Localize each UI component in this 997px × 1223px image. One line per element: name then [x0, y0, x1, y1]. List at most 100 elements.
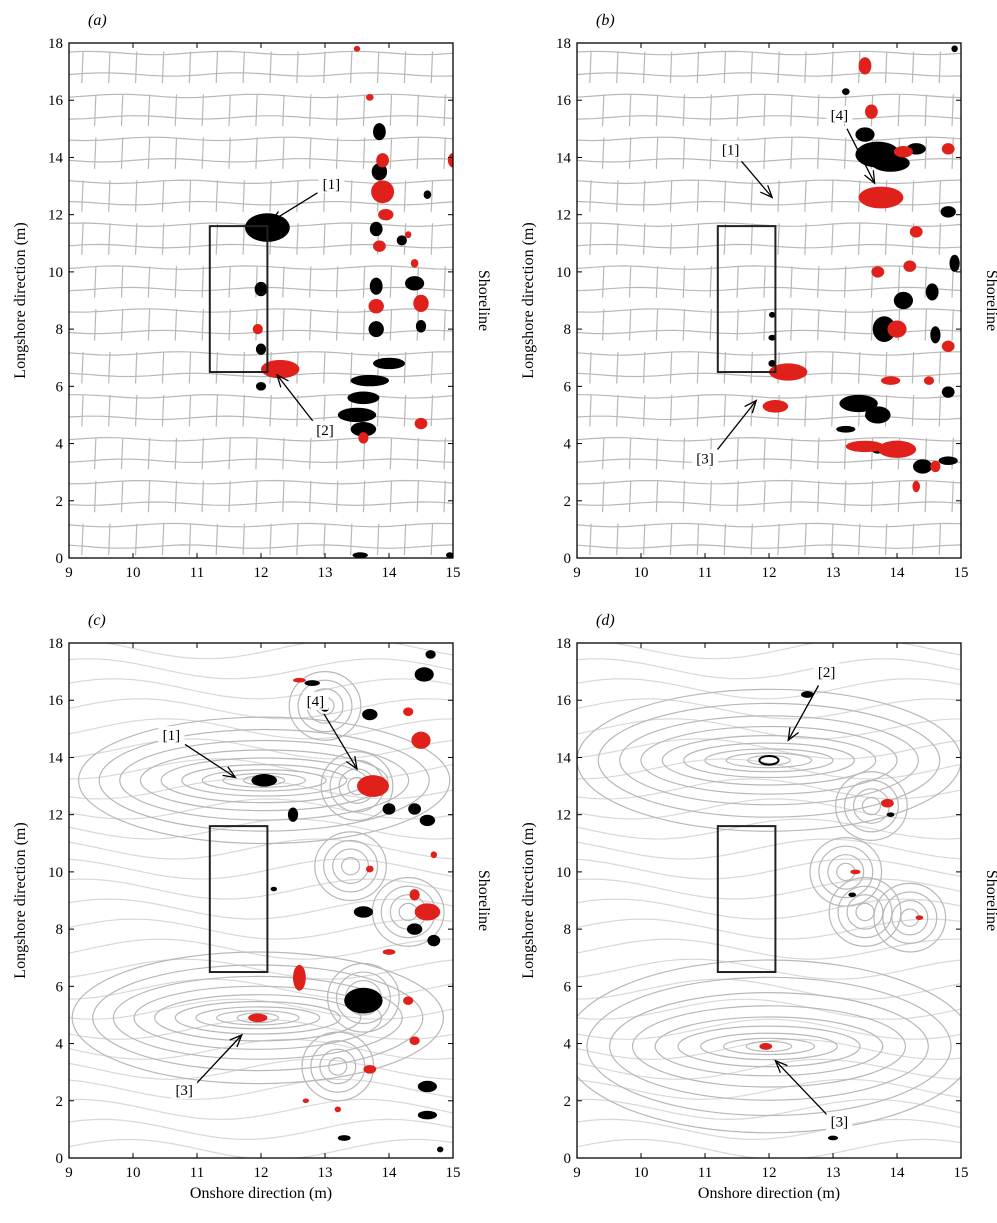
annotation-arrowhead — [744, 399, 758, 414]
streamline-flow — [577, 958, 961, 980]
streamline-ring — [323, 839, 379, 893]
streamline-v — [389, 437, 393, 470]
streamline-v — [296, 394, 299, 427]
streamline-v — [120, 480, 124, 513]
streamline-v — [108, 223, 111, 255]
y-tick-label: 10 — [556, 265, 571, 281]
streamline-v — [81, 51, 84, 84]
y-tick-label: 10 — [48, 265, 63, 281]
streamline-flow — [69, 918, 453, 940]
black-vorticity-patch — [425, 650, 436, 659]
streamline-h — [69, 372, 453, 378]
streamline-ring — [700, 1032, 838, 1061]
streamline-v — [628, 94, 632, 126]
streamline-h — [69, 200, 453, 206]
streamline-v — [362, 480, 366, 513]
annotation-arrow — [741, 160, 773, 198]
annotation-arrow — [276, 374, 316, 424]
red-vorticity-patch — [378, 208, 394, 221]
streamline-v — [696, 523, 700, 556]
black-vorticity-patch — [871, 154, 910, 172]
streamline-h — [69, 50, 453, 56]
annotation-arrow — [846, 128, 876, 184]
black-vorticity-patch — [940, 206, 956, 218]
streamline-flow — [577, 678, 961, 700]
breakwater-outline — [208, 825, 269, 974]
streamline-v — [602, 437, 605, 470]
streamline-ring — [809, 836, 883, 907]
streamline-v — [817, 480, 820, 513]
red-vorticity-patch — [248, 1013, 268, 1023]
streamline-v — [831, 180, 834, 212]
streamline-v — [858, 351, 861, 384]
streamline-v — [843, 309, 847, 341]
y-tick-label: 12 — [556, 808, 571, 824]
streamline-v — [804, 223, 807, 255]
annotation-backdrop — [692, 449, 718, 468]
streamline-flow — [69, 898, 453, 920]
streamline-flow — [69, 978, 453, 1000]
streamline-v — [269, 51, 272, 84]
streamline-v — [763, 94, 766, 126]
red-vorticity-patch — [373, 240, 386, 252]
annotation-label: [3] — [831, 1114, 849, 1130]
red-vorticity-patch — [368, 299, 384, 314]
y-tick-label: 18 — [48, 636, 63, 652]
streamline-v — [174, 309, 178, 341]
streamline-v — [120, 437, 124, 470]
x-tick-label: 10 — [126, 565, 141, 581]
y-tick-label: 16 — [556, 93, 572, 109]
annotation-arrowhead — [222, 766, 237, 779]
streamline-v — [376, 51, 380, 84]
streamline-v — [831, 51, 834, 84]
streamline-flow — [577, 998, 961, 1020]
streamline-v — [161, 523, 165, 556]
streamline-v — [669, 223, 673, 255]
streamline-ring — [882, 891, 938, 944]
red-vorticity-patch — [353, 45, 361, 52]
y-tick-label: 8 — [564, 922, 572, 938]
streamline-h — [69, 265, 453, 270]
streamline-v — [777, 223, 780, 255]
black-vorticity-patch — [255, 343, 267, 355]
streamline-ring — [320, 751, 394, 821]
y-tick-label: 8 — [56, 922, 64, 938]
red-vorticity-patch — [850, 869, 861, 875]
y-tick-label: 12 — [48, 208, 63, 224]
streamline-v — [134, 351, 138, 384]
streamline-v — [924, 266, 928, 298]
streamline-h — [69, 393, 453, 399]
streamline-v — [682, 309, 686, 341]
streamline-v — [682, 137, 686, 169]
streamline-h — [577, 200, 961, 206]
black-vorticity-patch — [872, 316, 896, 343]
black-vorticity-patch — [406, 923, 423, 935]
red-vorticity-patch — [363, 1065, 377, 1074]
streamline-v — [201, 309, 204, 341]
annotation-arrow — [774, 1060, 829, 1117]
streamline-h — [577, 308, 961, 313]
streamline-v — [416, 480, 420, 513]
streamline-v — [709, 480, 712, 513]
streamline-v — [938, 394, 942, 427]
streamline-ring — [201, 769, 327, 792]
streamline-v — [242, 394, 245, 427]
streamline-v — [443, 266, 446, 298]
streamline-flow — [69, 1098, 453, 1121]
streamline-flow — [577, 818, 961, 840]
annotation-backdrop — [813, 663, 840, 682]
streamline-flow — [577, 938, 961, 960]
streamline-v — [242, 180, 245, 212]
red-vorticity-patch — [887, 320, 907, 338]
streamline-v — [628, 137, 632, 169]
black-vorticity-patch — [369, 221, 383, 237]
streamline-flow — [69, 838, 453, 860]
y-tick-label: 0 — [56, 1151, 64, 1167]
annotation-arrowhead — [864, 170, 876, 185]
black-vorticity-ring — [758, 755, 780, 766]
streamline-ring — [861, 796, 882, 816]
streamline-v — [134, 180, 138, 212]
streamline-v — [296, 51, 299, 84]
streamline-v — [804, 351, 807, 384]
streamline-v — [858, 523, 861, 556]
